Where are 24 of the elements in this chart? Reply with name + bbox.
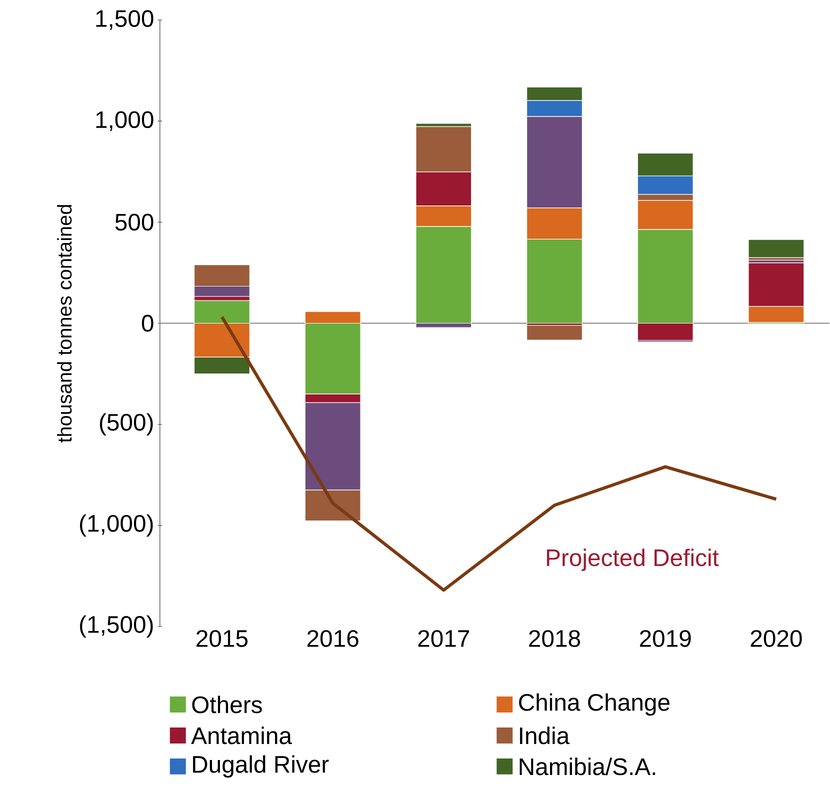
y-tick-label: 0: [142, 314, 154, 332]
y-tick-label: 1,000: [96, 111, 154, 131]
x-tick-label: 2016: [307, 630, 358, 647]
legend-label: Dugald River: [193, 755, 329, 778]
legend-label: Antamina: [191, 726, 292, 744]
legend-label: Others: [192, 696, 262, 714]
legend-label: Namibia/S.A.: [520, 757, 656, 776]
x-tick-label: 2015: [196, 630, 248, 647]
y-tick-label: (1,500): [80, 615, 153, 638]
line-series: [220, 315, 778, 592]
y-axis-title: thousand tonnes contained: [57, 204, 72, 442]
x-tick-label: 2018: [529, 630, 580, 647]
annotation: Projected Deficit: [547, 548, 719, 571]
y-tick-label: (500): [100, 413, 153, 436]
x-tick-label: 2017: [418, 630, 470, 647]
x-tick-label: 2020: [750, 630, 802, 647]
y-tick-label: 1,500: [96, 10, 154, 30]
y-tick-label: 500: [115, 214, 154, 230]
bar: [526, 324, 583, 340]
y-tick-label: (1,000): [80, 514, 153, 536]
bar: [748, 239, 804, 258]
x-tick-label: 2019: [640, 630, 691, 647]
legend-label: India: [520, 726, 570, 744]
legend-label: China Change: [519, 693, 670, 716]
